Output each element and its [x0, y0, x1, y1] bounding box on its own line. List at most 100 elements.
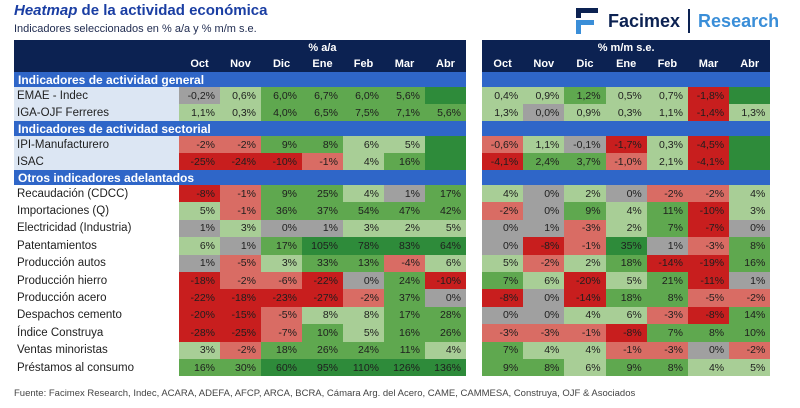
heat-cell-yoy: 17%: [384, 306, 425, 325]
facimex-logo-icon: [576, 8, 598, 34]
heat-cell-mom: 18%: [605, 254, 647, 272]
heat-cell-mom: -20%: [564, 271, 606, 290]
heat-cell-yoy: 8%: [302, 306, 343, 325]
row-gap: [466, 324, 482, 342]
heat-cell-yoy: [425, 153, 466, 170]
col-header-mom-feb: Feb: [646, 56, 688, 72]
heat-cell-yoy: 11%: [384, 341, 425, 359]
heat-cell-yoy: -1%: [220, 202, 261, 220]
heat-cell-mom: 8%: [646, 289, 688, 307]
heat-cell-yoy: 1%: [302, 219, 343, 238]
heat-cell-mom: 1,3%: [729, 104, 771, 121]
heat-cell-yoy: 95%: [302, 358, 343, 377]
facimex-logo: Facimex Research: [574, 4, 794, 38]
heat-cell-mom: 0,7%: [646, 87, 688, 104]
heat-cell-mom: 6%: [523, 271, 565, 290]
heat-cell-mom: 6%: [564, 358, 606, 377]
chart-title: Heatmap de la actividad económica: [14, 2, 268, 19]
heat-cell-yoy: 36%: [261, 202, 302, 220]
row-gap: [466, 254, 482, 272]
heat-cell-mom: -3%: [564, 219, 606, 238]
heat-cell-yoy: -2%: [220, 136, 261, 153]
heat-cell-yoy: -2%: [220, 271, 261, 290]
row-gap: [466, 136, 482, 153]
heat-cell-yoy: 24%: [343, 341, 384, 359]
heat-cell-mom: -1,8%: [687, 87, 730, 104]
heat-cell-mom: -10%: [687, 202, 730, 220]
heat-cell-mom: 0,5%: [605, 87, 647, 104]
heat-cell-mom: -2%: [646, 185, 688, 203]
heat-cell-mom: -1,0%: [605, 153, 647, 170]
row-label: Índice Construya: [17, 326, 104, 339]
heat-cell-yoy: 6%: [179, 237, 220, 255]
heat-cell-yoy: 64%: [425, 237, 466, 255]
heat-cell-mom: -2%: [523, 254, 565, 272]
heat-cell-mom: 8%: [646, 358, 688, 377]
heat-cell-yoy: 37%: [384, 289, 425, 307]
heat-cell-mom: 2%: [564, 185, 606, 203]
heatmap-table: % a/a% m/m s.e. Oct Nov Dic Ene Feb Mar Abr Oct N…: [14, 40, 780, 386]
heat-cell-yoy: -7%: [261, 324, 302, 342]
brand-divider: [688, 9, 691, 33]
heat-cell-yoy: 5%: [425, 219, 466, 238]
heat-cell-yoy: -5%: [220, 254, 261, 272]
heat-cell-mom: -2%: [729, 341, 771, 359]
heat-cell-yoy: -25%: [220, 324, 261, 342]
heat-cell-mom: 4%: [523, 341, 565, 359]
heat-cell-yoy: -25%: [179, 153, 220, 170]
heat-cell-yoy: -22%: [179, 289, 220, 307]
row-label: EMAE - Indec: [14, 87, 179, 104]
col-header-mom-nov: Nov: [523, 56, 565, 72]
col-header-yoy-ene: Ene: [302, 56, 343, 72]
heat-cell-yoy: 9%: [261, 185, 302, 203]
heat-cell-yoy: 24%: [384, 271, 425, 290]
heat-cell-yoy: -10%: [425, 271, 466, 290]
row-label: Despachos cemento: [17, 309, 122, 322]
heat-cell-yoy: 4%: [425, 341, 466, 359]
heat-cell-yoy: [425, 136, 466, 153]
section-gap: [466, 121, 482, 136]
heat-cell-mom: -1,7%: [605, 136, 647, 153]
heat-cell-yoy: -0,2%: [179, 87, 220, 104]
heat-cell-mom: 9%: [605, 358, 647, 377]
heat-cell-yoy: 6,7%: [302, 87, 343, 104]
heat-cell-yoy: 4,0%: [261, 104, 302, 121]
heat-cell-yoy: -8%: [179, 185, 220, 203]
heat-cell-yoy: -1%: [220, 185, 261, 203]
heat-cell-yoy: -10%: [261, 153, 302, 170]
col-header-yoy-dic: Dic: [261, 56, 302, 72]
heat-cell-mom: -8%: [482, 289, 524, 307]
section-header-right: [482, 170, 771, 185]
heat-cell-mom: 16%: [729, 254, 771, 272]
heat-cell-yoy: 26%: [302, 341, 343, 359]
heat-cell-mom: -3%: [646, 341, 688, 359]
heat-cell-yoy: 136%: [425, 358, 466, 377]
heat-cell-mom: 0,9%: [523, 87, 565, 104]
heat-cell-mom: -5%: [687, 289, 730, 307]
heat-cell-mom: 11%: [646, 202, 688, 220]
header-corner-2: [14, 56, 179, 72]
brand-name: Facimex: [608, 10, 681, 31]
row-label: Electricidad (Industria): [17, 222, 132, 235]
row-label: IPI-Manufacturero: [14, 136, 179, 153]
row-gap: [466, 153, 482, 170]
heat-cell-mom: 4%: [564, 341, 606, 359]
heat-cell-yoy: 17%: [425, 185, 466, 203]
heat-cell-mom: 0%: [482, 306, 524, 325]
heat-cell-mom: 8%: [687, 324, 730, 342]
section-gap: [466, 72, 482, 87]
heat-cell-mom: -0,6%: [482, 136, 524, 153]
group-gap: [466, 40, 482, 56]
heat-cell-yoy: -20%: [179, 306, 220, 325]
heat-cell-mom: 9%: [564, 202, 606, 220]
heat-cell-mom: 0,9%: [564, 104, 606, 121]
heat-cell-mom: 1,1%: [646, 104, 688, 121]
heat-cell-yoy: 60%: [261, 358, 302, 377]
heat-cell-mom: 2,1%: [646, 153, 688, 170]
heat-cell-yoy: 6%: [343, 136, 384, 153]
col-header-yoy-oct: Oct: [179, 56, 220, 72]
row-label: Recaudación (CDCC): [17, 187, 129, 200]
heat-cell-mom: 0%: [687, 341, 730, 359]
heat-cell-yoy: 7,1%: [384, 104, 425, 121]
heat-cell-mom: -11%: [687, 271, 730, 290]
